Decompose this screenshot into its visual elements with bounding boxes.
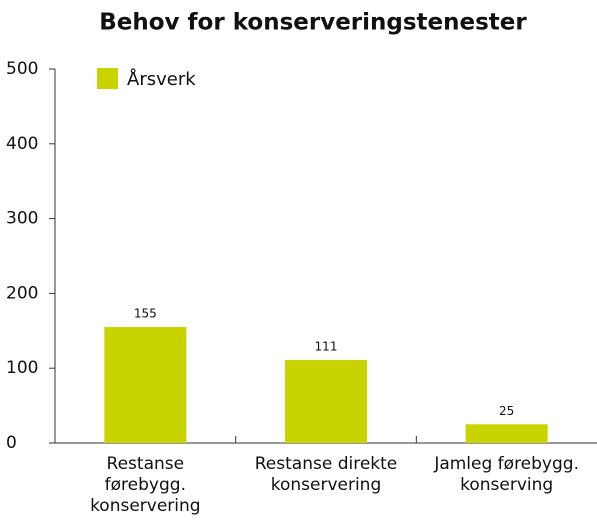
y-tick-label: 300 — [6, 209, 38, 229]
x-tick-label: Restanse førebygg. konservering — [90, 454, 201, 516]
legend-swatch — [97, 68, 118, 89]
y-tick-label: 100 — [6, 358, 38, 378]
y-tick-label: 400 — [6, 134, 38, 154]
y-tick-label: 200 — [6, 283, 38, 303]
chart-title: Behov for konserveringstenester — [99, 10, 527, 36]
data-label: 111 — [315, 339, 338, 353]
y-tick-label: 500 — [6, 59, 38, 79]
y-tick-label: 0 — [6, 433, 17, 453]
bar — [285, 359, 367, 443]
data-label: 155 — [134, 307, 157, 321]
x-tick-label: Jamleg førebygg. konserving — [434, 454, 579, 495]
x-tick-label: Restanse direkte konservering — [254, 454, 398, 495]
legend-label: Årsverk — [127, 68, 196, 90]
data-label: 25 — [499, 404, 514, 418]
bar — [465, 424, 548, 443]
bar — [104, 327, 187, 443]
